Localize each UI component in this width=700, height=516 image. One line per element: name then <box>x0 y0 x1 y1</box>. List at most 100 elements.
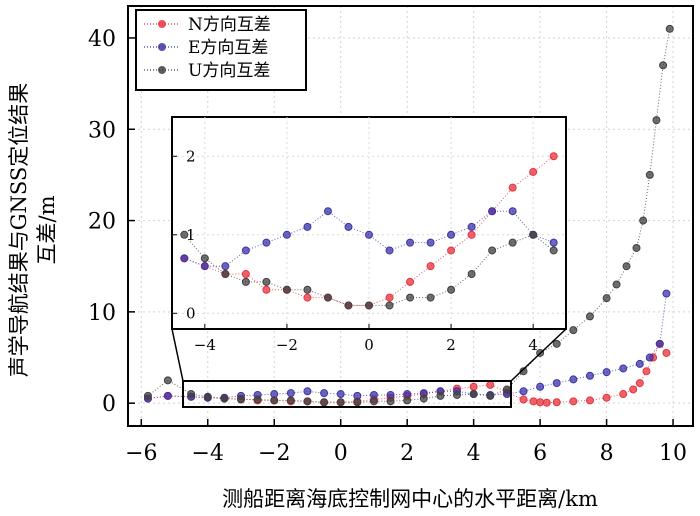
data-point-n <box>486 380 495 389</box>
y-tick-label: 0 <box>102 392 116 417</box>
data-point-u <box>486 391 495 400</box>
legend-label-e: E方向互差 <box>188 38 268 58</box>
inset-data-point-e <box>447 230 456 239</box>
x-tick-label: −2 <box>258 441 290 466</box>
data-point-e <box>662 289 671 298</box>
data-point-e <box>569 375 578 384</box>
x-tick-label: −4 <box>192 441 224 466</box>
data-point-u <box>612 280 621 289</box>
data-point-e <box>303 387 312 396</box>
inset-x-tick-label: −2 <box>276 336 298 354</box>
zoom-connector-left <box>171 328 184 382</box>
inset-data-point-e <box>282 230 291 239</box>
inset-data-point-n <box>549 152 558 161</box>
data-point-n <box>585 396 594 405</box>
inset-data-point-u <box>447 285 456 294</box>
inset-data-point-e <box>262 238 271 247</box>
inset-data-point-u <box>488 246 497 255</box>
x-tick-label: 4 <box>467 441 481 466</box>
inset-data-point-e <box>200 262 209 271</box>
data-point-u <box>632 243 641 252</box>
inset-data-point-u <box>282 285 291 294</box>
x-tick-label: 10 <box>659 441 687 466</box>
inset-data-point-n <box>467 230 476 239</box>
inset-ticks: −4 −2 0 2 4 0 1 2 <box>172 147 538 354</box>
legend-marker-e <box>158 43 166 51</box>
data-point-e <box>163 391 172 400</box>
data-point-u <box>659 61 668 70</box>
data-point-u <box>419 394 428 403</box>
data-point-u <box>336 398 345 407</box>
data-point-u <box>622 262 631 271</box>
data-point-u <box>665 24 674 33</box>
inset-data-point-u <box>303 285 312 294</box>
data-point-u <box>163 376 172 385</box>
inset-data-point-u <box>406 293 415 302</box>
data-point-u <box>303 397 312 406</box>
data-point-n <box>469 382 478 391</box>
inset-data-points <box>180 152 558 310</box>
data-point-u <box>602 294 611 303</box>
data-point-e <box>536 382 545 391</box>
data-point-u <box>453 390 462 399</box>
inset-data-point-e <box>426 238 435 247</box>
data-point-u <box>270 396 279 405</box>
inset-data-point-u <box>323 293 332 302</box>
data-point-n <box>529 397 538 406</box>
data-point-n <box>569 397 578 406</box>
inset-data-point-n <box>508 183 517 192</box>
y-axis-label-line2: 互差/m <box>35 195 59 264</box>
inset-data-point-u <box>549 246 558 255</box>
data-point-u <box>143 391 152 400</box>
data-point-u <box>187 390 196 399</box>
inset-data-point-e <box>241 246 250 255</box>
inset-data-point-u <box>467 270 476 279</box>
data-point-e <box>286 389 295 398</box>
inset-data-point-n <box>447 246 456 255</box>
data-point-u <box>469 390 478 399</box>
inset-data-point-n <box>303 293 312 302</box>
inset-data-point-e <box>385 246 394 255</box>
data-point-u <box>203 392 212 401</box>
data-point-u <box>645 170 654 179</box>
data-point-n <box>602 393 611 402</box>
data-point-u <box>286 396 295 405</box>
data-point-n <box>519 395 528 404</box>
data-point-n <box>536 398 545 407</box>
inset-data-point-e <box>365 230 373 239</box>
inset-data-point-e <box>488 207 497 216</box>
y-tick-label: 10 <box>88 301 116 326</box>
main-data-points <box>143 24 674 407</box>
x-tick-label: 0 <box>334 441 348 466</box>
x-tick-label: 6 <box>533 441 547 466</box>
data-point-u <box>237 395 245 404</box>
inset-data-point-e <box>508 207 517 216</box>
inset-data-point-n <box>262 285 271 294</box>
data-point-e <box>635 359 644 368</box>
data-point-u <box>519 367 528 376</box>
data-point-n <box>642 367 651 376</box>
data-point-u <box>652 116 661 125</box>
data-point-u <box>403 396 412 405</box>
inset-data-point-n <box>406 277 415 286</box>
data-point-n <box>629 385 638 394</box>
x-axis-label: 测船距离海底控制网中心的水平距离/km <box>222 487 598 511</box>
y-tick-label: 40 <box>88 27 116 52</box>
data-point-u <box>552 339 561 348</box>
y-axis-label-line1: 声学导航结果与GNSS定位结果 <box>7 83 31 378</box>
inset-data-point-n <box>426 262 435 271</box>
data-point-n <box>619 390 628 399</box>
inset-x-tick-label: −4 <box>194 336 216 354</box>
data-point-u <box>639 216 648 225</box>
data-point-e <box>320 389 329 398</box>
zoom-region-box <box>182 380 512 408</box>
y-tick-label: 30 <box>88 118 116 143</box>
inset-x-tick-label: 2 <box>446 336 456 354</box>
inset-data-point-u <box>221 270 230 279</box>
legend-label-n: N方向互差 <box>188 15 271 35</box>
inset-data-point-u <box>365 301 373 310</box>
legend-label-u: U方向互差 <box>188 61 270 81</box>
data-point-u <box>569 326 578 335</box>
legend-marker-u <box>158 66 166 74</box>
